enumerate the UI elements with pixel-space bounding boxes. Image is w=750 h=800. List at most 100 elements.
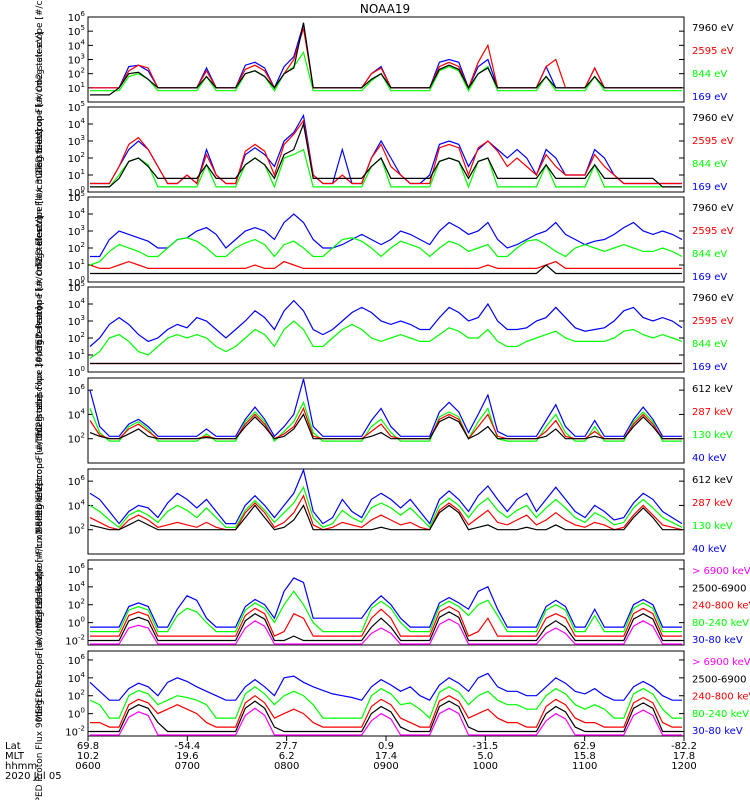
y-tick-label: 102	[68, 432, 85, 446]
y-tick-label: 102	[68, 151, 85, 165]
y-tick-label: 10-2	[65, 634, 85, 648]
x-tick-label-lat: 0.9	[378, 741, 394, 752]
y-tick-label: 106	[68, 10, 86, 24]
legend-entry: 7960 eV	[692, 23, 734, 34]
y-tick-label: 102	[68, 241, 85, 255]
x-tick-label-lat: 69.8	[77, 741, 99, 752]
x-tick-label-mlt: 15.8	[574, 751, 596, 762]
y-axis-label: MEPED Electron Flux 90deg telescope [#/c…	[35, 395, 45, 628]
series-line-1	[89, 468, 683, 525]
y-tick-label: 100	[68, 365, 85, 379]
y-axis-label: MEPED Proton Flux 0deg telescope [#/cm2-…	[35, 483, 45, 722]
y-tick-label: 106	[68, 653, 86, 667]
x-tick-label-lat: -54.4	[174, 741, 200, 752]
series-line-4	[90, 22, 682, 96]
series-line-2	[89, 485, 683, 529]
x-row-label: Lat	[5, 741, 21, 752]
series-line-3	[89, 237, 683, 266]
y-tick-label: 104	[68, 38, 86, 52]
legend-entry: 169 eV	[692, 92, 727, 103]
series-line-4	[89, 413, 682, 440]
y-tick-label: 105	[68, 190, 85, 204]
y-tick-label: 100	[68, 275, 85, 289]
x-tick-label-mlt: 19.6	[176, 751, 198, 762]
y-tick-label: 100	[68, 707, 85, 721]
series-line-3	[90, 694, 682, 728]
legend-entry: 612 keV	[692, 384, 733, 395]
legend-entry: 80-240 keV	[692, 709, 749, 720]
y-tick-label: 102	[68, 689, 85, 703]
panel-frame	[87, 106, 685, 193]
legend-entry: 40 keV	[692, 544, 726, 555]
series-line-1	[90, 577, 682, 628]
series-line-4	[90, 700, 682, 733]
legend-entry: 7960 eV	[692, 113, 734, 124]
y-tick-label: 106	[68, 474, 86, 488]
series-line-5	[90, 707, 682, 736]
y-tick-label: 103	[68, 53, 85, 67]
panel-frame	[87, 650, 685, 737]
y-tick-label: 101	[68, 81, 85, 95]
legend-entry: 2595 eV	[692, 316, 734, 327]
series-line-2	[90, 148, 682, 189]
x-tick-label-lat: -82.2	[671, 741, 697, 752]
y-tick-label: 102	[68, 67, 85, 81]
legend-entry: 2595 eV	[692, 226, 734, 237]
legend-entry: 612 keV	[692, 475, 733, 486]
series-line-3	[90, 605, 682, 637]
y-axis-label: MEPED Electron Flux 0deg telescope [#/cm…	[35, 307, 45, 535]
y-tick-label: 106	[68, 562, 86, 576]
series-line-2	[89, 400, 682, 443]
panel-frame	[87, 16, 685, 103]
legend-entry: 169 eV	[692, 272, 727, 283]
y-axis-label: TED Electron Flux 0deg telescope [#/cm2-…	[35, 0, 45, 175]
x-tick-label-hhmm: 1000	[473, 761, 498, 772]
panel-7: 10-2 100 102 104 106 MEPED Proton Flux 0deg t…	[35, 483, 750, 722]
y-tick-label: 105	[68, 280, 85, 294]
x-tick-label-mlt: 10.2	[77, 751, 99, 762]
legend-entry: 7960 eV	[692, 293, 734, 304]
panel-frame	[87, 286, 685, 373]
series-line-4	[90, 121, 682, 188]
legend-entry: 287 keV	[692, 407, 733, 418]
legend-entry: > 6900 keV	[692, 566, 750, 577]
y-axis-label: TED Electron Flux 30deg telescope [#/cm2…	[35, 32, 45, 267]
legend-entry: 30-80 keV	[692, 635, 743, 646]
legend-entry: 844 eV	[692, 339, 727, 350]
x-tick-label-mlt: 17.8	[673, 751, 695, 762]
x-tick-label-hhmm: 0800	[274, 761, 299, 772]
legend-entry: 80-240 keV	[692, 618, 749, 629]
series-line-3	[90, 119, 682, 185]
y-tick-label: 103	[68, 134, 85, 148]
panel-6: 102 104 106 MEPED Electron Flux 90deg teles…	[35, 395, 733, 628]
series-line-4	[89, 504, 682, 531]
y-tick-label: 106	[68, 383, 86, 397]
x-tick-label-lat: -31.5	[472, 741, 498, 752]
panel-8: 10-2 100 102 104 106 MEPED Proton Flux 90deg …	[35, 571, 750, 800]
panel-frame	[87, 377, 685, 464]
y-tick-label: 103	[68, 314, 85, 328]
figure-title: NOAA19	[360, 2, 410, 16]
legend-entry: 844 eV	[692, 159, 727, 170]
series-line-1	[89, 378, 682, 438]
y-tick-label: 100	[68, 185, 85, 199]
series-line-1	[89, 299, 683, 347]
y-tick-label: 102	[68, 331, 85, 345]
legend-entry: 30-80 keV	[692, 726, 743, 737]
legend-entry: 169 eV	[692, 182, 727, 193]
legend-entry: 130 keV	[692, 521, 733, 532]
y-tick-label: 104	[68, 671, 86, 685]
legend-entry: 2595 eV	[692, 46, 734, 57]
legend-entry: 287 keV	[692, 498, 733, 509]
series-line-2	[89, 320, 683, 359]
legend-entry: 844 eV	[692, 249, 727, 260]
x-tick-label-mlt: 5.0	[477, 751, 493, 762]
series-line-2	[89, 260, 682, 269]
panel-frame	[87, 468, 685, 555]
y-tick-label: 101	[68, 348, 85, 362]
legend-entry: 2595 eV	[692, 136, 734, 147]
